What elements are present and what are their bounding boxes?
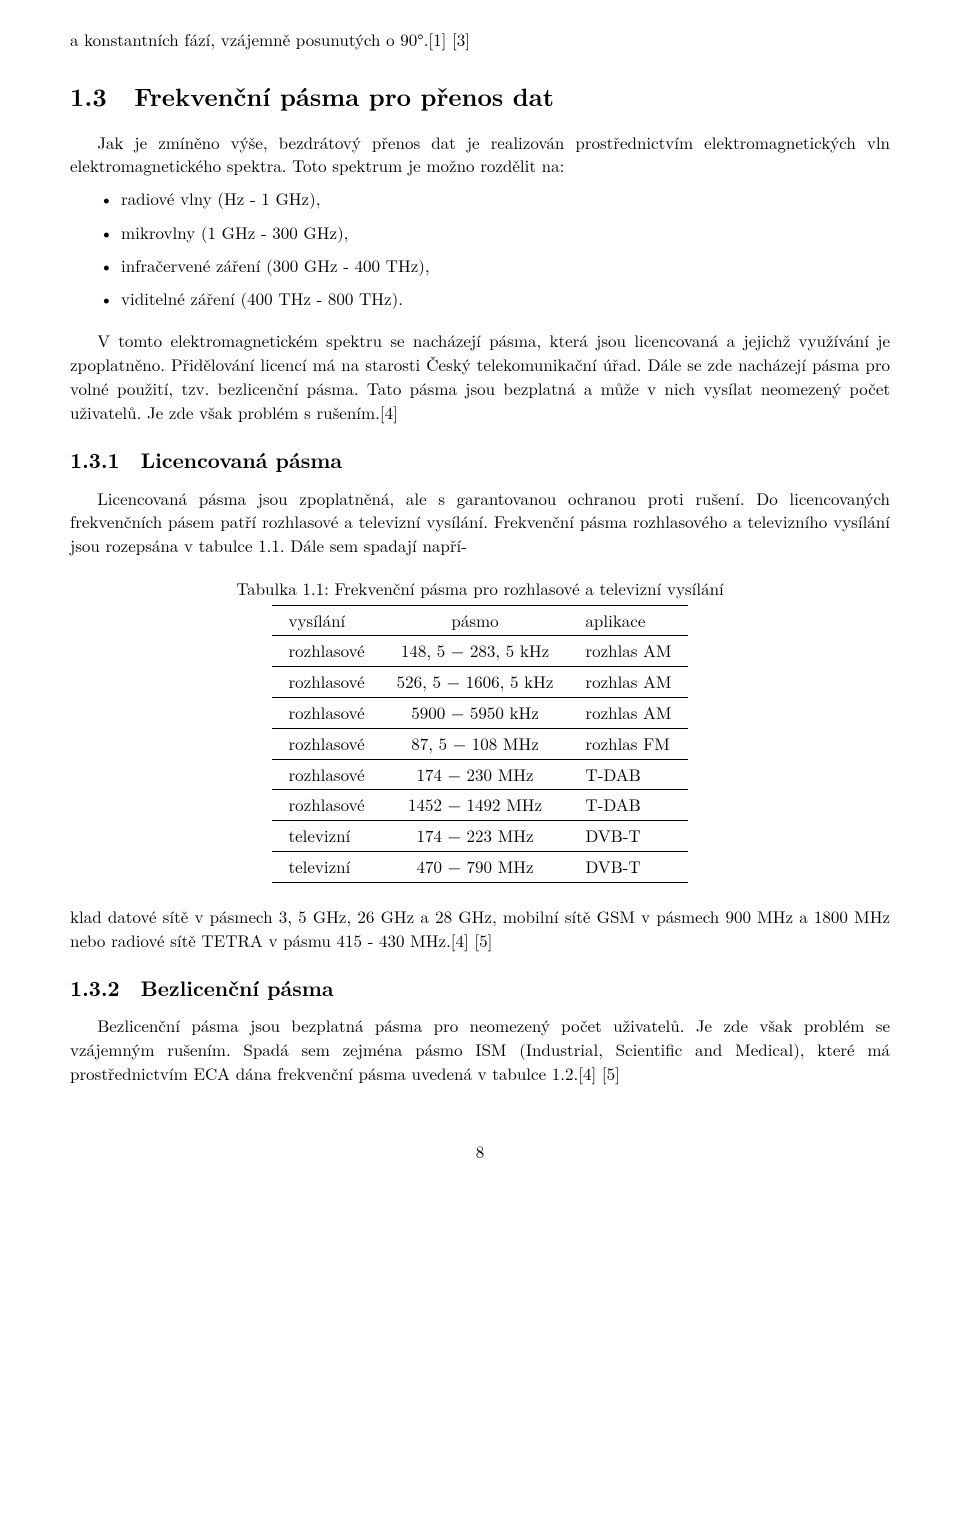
cell: rozhlasové bbox=[272, 759, 380, 790]
cell: 1452 − 1492 MHz bbox=[381, 790, 570, 821]
spectrum-list: radiové vlny (Hz - 1 GHz), mikrovlny (1 … bbox=[70, 187, 890, 310]
section-intro: Jak je zmíněno výše, bezdrátový přenos d… bbox=[70, 131, 890, 179]
list-item: infračervené záření (300 GHz - 400 THz), bbox=[121, 254, 890, 278]
cell: DVB-T bbox=[569, 821, 687, 852]
cell: rozhlasové bbox=[272, 636, 380, 667]
cell: rozhlas AM bbox=[569, 636, 687, 667]
cell: 5900 − 5950 kHz bbox=[381, 698, 570, 729]
table-row: televizní 470 − 790 MHz DVB-T bbox=[272, 852, 687, 883]
subsection-heading: 1.3.1 Licencovaná pásma bbox=[70, 446, 890, 475]
table-row: rozhlasové 174 − 230 MHz T-DAB bbox=[272, 759, 687, 790]
section-title: Frekvenční pásma pro přenos dat bbox=[134, 79, 554, 114]
sub1-para1: Licencovaná pásma jsou zpoplatněná, ale … bbox=[70, 487, 890, 558]
cell: televizní bbox=[272, 821, 380, 852]
cell: 87, 5 − 108 MHz bbox=[381, 728, 570, 759]
cell: DVB-T bbox=[569, 852, 687, 883]
section-heading: 1.3 Frekvenční pásma pro přenos dat bbox=[70, 79, 890, 114]
list-item: mikrovlny (1 GHz - 300 GHz), bbox=[121, 221, 890, 245]
table-row: rozhlasové 1452 − 1492 MHz T-DAB bbox=[272, 790, 687, 821]
section-number: 1.3 bbox=[70, 79, 107, 114]
table-caption: Tabulka 1.1: Frekvenční pásma pro rozhla… bbox=[70, 577, 890, 601]
cell: 148, 5 − 283, 5 kHz bbox=[381, 636, 570, 667]
cell: rozhlas FM bbox=[569, 728, 687, 759]
subsection-title: Licencovaná pásma bbox=[141, 445, 342, 475]
table-row: televizní 174 − 223 MHz DVB-T bbox=[272, 821, 687, 852]
list-item: radiové vlny (Hz - 1 GHz), bbox=[121, 187, 890, 211]
cell: rozhlas AM bbox=[569, 667, 687, 698]
col-head: vysílání bbox=[272, 605, 380, 636]
table-head-row: vysílání pásmo aplikace bbox=[272, 605, 687, 636]
cell: 526, 5 − 1606, 5 kHz bbox=[381, 667, 570, 698]
sub1-para2: klad datové sítě v pásmech 3, 5 GHz, 26 … bbox=[70, 905, 890, 953]
table-row: rozhlasové 526, 5 − 1606, 5 kHz rozhlas … bbox=[272, 667, 687, 698]
frequency-table: vysílání pásmo aplikace rozhlasové 148, … bbox=[272, 605, 687, 883]
cell: rozhlas AM bbox=[569, 698, 687, 729]
table-row: rozhlasové 148, 5 − 283, 5 kHz rozhlas A… bbox=[272, 636, 687, 667]
cell: T-DAB bbox=[569, 759, 687, 790]
list-item: viditelné záření (400 THz - 800 THz). bbox=[121, 287, 890, 311]
subsection-number: 1.3.1 bbox=[70, 445, 120, 475]
cell: 174 − 223 MHz bbox=[381, 821, 570, 852]
cell: 470 − 790 MHz bbox=[381, 852, 570, 883]
section-after: V tomto elektromagnetickém spektru se na… bbox=[70, 329, 890, 424]
sub2-para: Bezlicenční pásma jsou bezplatná pásma p… bbox=[70, 1014, 890, 1085]
cell: 174 − 230 MHz bbox=[381, 759, 570, 790]
cell: rozhlasové bbox=[272, 790, 380, 821]
col-head: aplikace bbox=[569, 605, 687, 636]
cell: rozhlasové bbox=[272, 667, 380, 698]
cell: rozhlasové bbox=[272, 728, 380, 759]
col-head: pásmo bbox=[381, 605, 570, 636]
subsection-heading: 1.3.2 Bezlicenční pásma bbox=[70, 974, 890, 1003]
cell: T-DAB bbox=[569, 790, 687, 821]
cell: rozhlasové bbox=[272, 698, 380, 729]
table-row: rozhlasové 87, 5 − 108 MHz rozhlas FM bbox=[272, 728, 687, 759]
page-number: 8 bbox=[70, 1140, 890, 1164]
lead-fragment: a konstantních fází, vzájemně posunutých… bbox=[70, 28, 890, 52]
table-row: rozhlasové 5900 − 5950 kHz rozhlas AM bbox=[272, 698, 687, 729]
subsection-title: Bezlicenční pásma bbox=[141, 973, 334, 1003]
cell: televizní bbox=[272, 852, 380, 883]
subsection-number: 1.3.2 bbox=[70, 973, 120, 1003]
